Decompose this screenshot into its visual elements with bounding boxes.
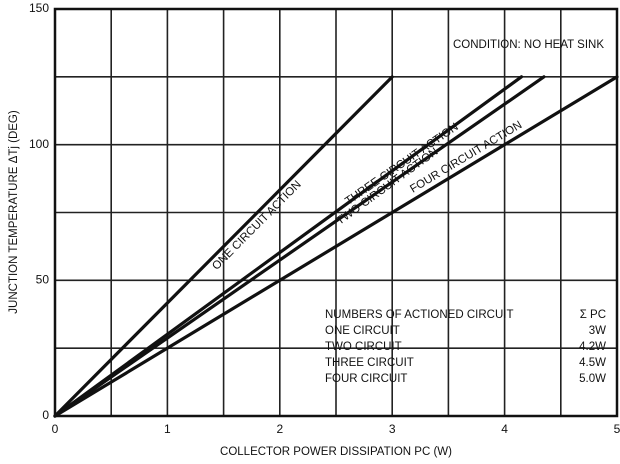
plot-frame [53, 7, 619, 418]
x-tick-label: 2 [276, 422, 283, 436]
x-tick-label: 3 [389, 422, 396, 436]
y-tick-label: 150 [29, 1, 49, 15]
table-cell: 3W [589, 325, 606, 337]
series-line [53, 75, 546, 418]
x-tick-label: 4 [501, 422, 508, 436]
series-line [53, 75, 619, 418]
table-cell: THREE CIRCUIT [325, 357, 414, 369]
table-header: NUMBERS OF ACTIONED CIRCUIT [325, 309, 513, 321]
table-cell: 5.0W [579, 373, 606, 385]
table-cell: FOUR CIRCUIT [325, 373, 407, 385]
series-line [53, 75, 394, 418]
x-tick-label: 0 [52, 422, 59, 436]
table-cell: ONE CIRCUIT [325, 325, 400, 337]
x-axis-label: COLLECTOR POWER DISSIPATION PC (W) [220, 446, 452, 458]
y-tick-label: 50 [36, 273, 50, 287]
table-cell: 4.2W [579, 341, 606, 353]
annotation: CONDITION: NO HEAT SINK [453, 39, 604, 51]
y-tick-label: 0 [42, 408, 49, 422]
table-cell: 4.5W [579, 357, 606, 369]
y-tick-label: 100 [29, 137, 49, 151]
x-tick-label: 5 [614, 422, 620, 436]
x-tick-label: 1 [164, 422, 171, 436]
series-line [53, 75, 524, 418]
table-cell: TWO CIRCUIT [325, 341, 402, 353]
y-axis-label: JUNCTION TEMPERATURE ΔTj (DEG) [8, 110, 20, 314]
table-header: Σ PC [580, 309, 606, 321]
